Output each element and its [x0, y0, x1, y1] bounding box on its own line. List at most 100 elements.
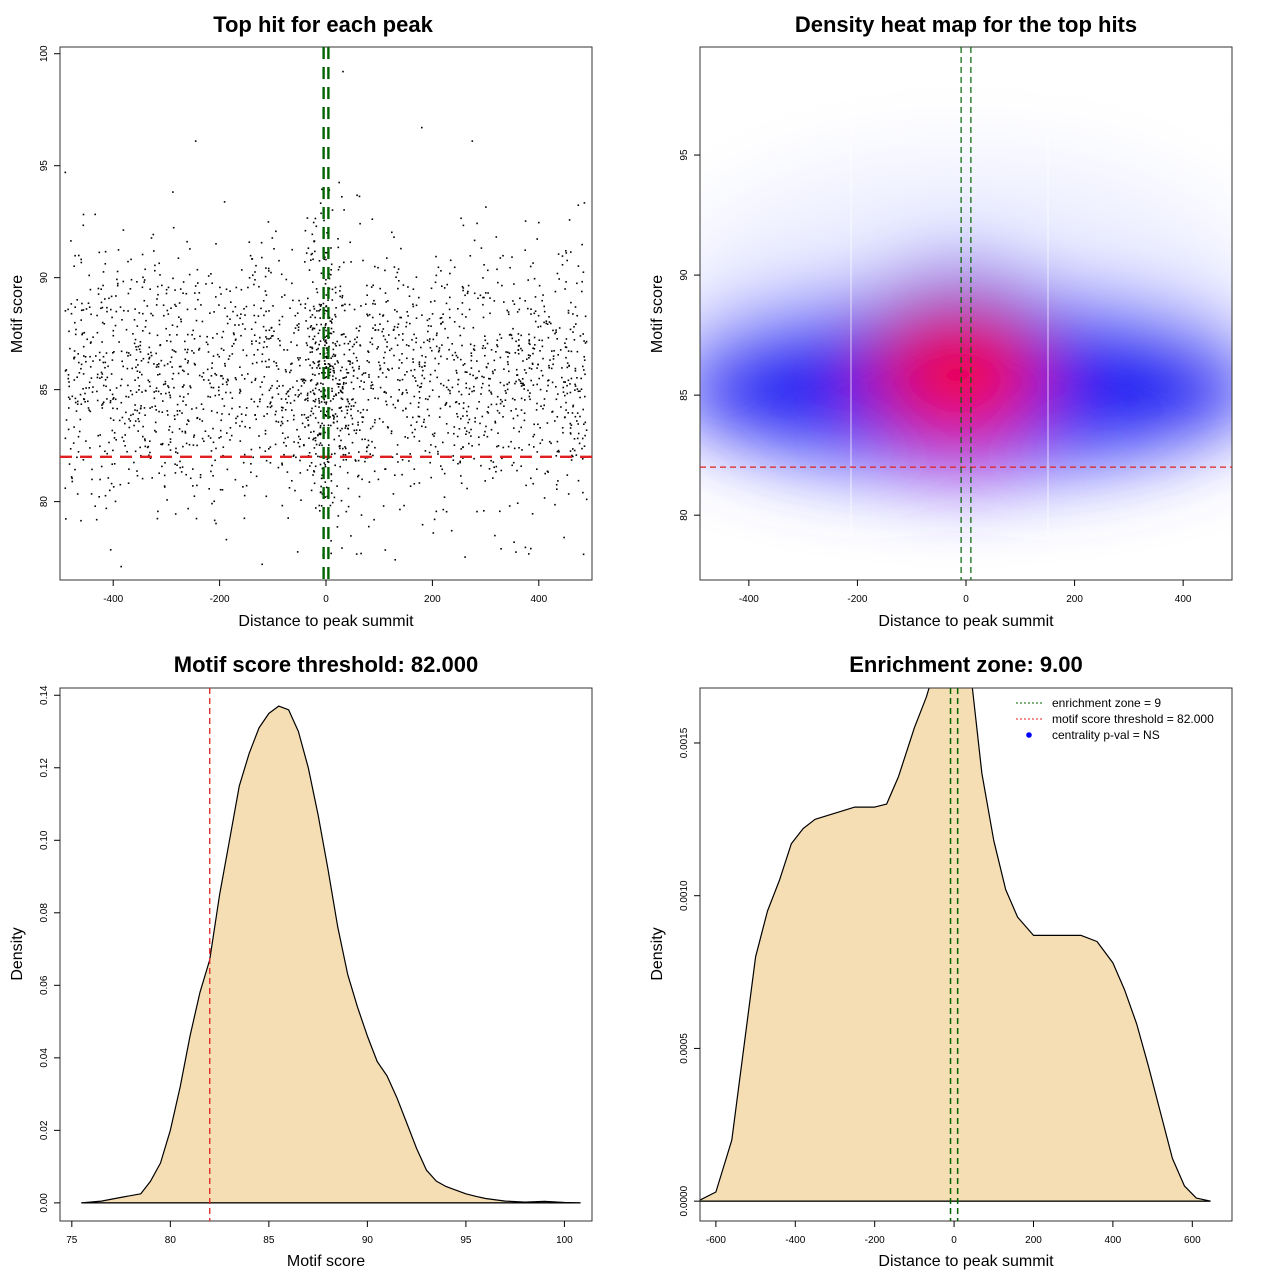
scatter-point	[312, 412, 315, 415]
scatter-point	[243, 453, 246, 456]
scatter-point	[339, 383, 341, 385]
heatmap-x-axis: -400 -200 0 200 400	[739, 580, 1192, 605]
scatter-point	[536, 367, 538, 369]
scatter-point	[583, 359, 586, 361]
scatter-point	[77, 451, 80, 453]
scatter-point	[101, 407, 104, 409]
scatter-point	[186, 351, 188, 354]
scatter-point	[71, 395, 74, 398]
scatter-point	[484, 335, 486, 337]
scatter-point	[155, 352, 157, 355]
scatter-point	[89, 342, 92, 344]
scatter-point	[347, 400, 349, 403]
scatter-point	[385, 392, 387, 394]
scatter-point	[374, 324, 376, 326]
scatter-point	[100, 307, 102, 310]
scatter-point	[506, 388, 509, 391]
scatter-point	[537, 423, 539, 426]
scatter-point	[485, 292, 487, 294]
scatter-point	[73, 379, 76, 381]
scatter-point	[321, 474, 323, 477]
scatter-point	[309, 346, 312, 348]
scatter-point	[429, 380, 431, 383]
scatter-point	[450, 529, 453, 532]
scatter-point	[523, 412, 526, 414]
scatter-point	[440, 270, 442, 272]
scatter-point	[247, 286, 249, 289]
scatter-point	[474, 420, 476, 423]
scatter-point	[165, 392, 167, 395]
scatter-point	[117, 282, 119, 285]
x-tick-label: -400	[103, 594, 123, 605]
scatter-point	[336, 340, 338, 343]
scatter-point	[258, 285, 260, 288]
scatter-point	[535, 409, 538, 411]
scatter-point	[561, 367, 563, 369]
scatter-point	[584, 315, 587, 318]
scatter-point	[69, 398, 71, 400]
scatter-point	[198, 292, 201, 294]
scatter-point	[420, 346, 422, 349]
scatter-point	[327, 461, 330, 463]
scatter-point	[68, 330, 70, 333]
scatter-point	[301, 422, 304, 425]
scatter-point	[334, 343, 337, 345]
scatter-point	[331, 408, 333, 411]
scatter-point	[157, 510, 159, 513]
scatter-point	[382, 315, 384, 317]
heatmap-reference-lines	[700, 47, 1232, 580]
scatter-point	[100, 301, 103, 304]
scatter-point	[329, 365, 331, 367]
heatmap-density-field	[700, 47, 1232, 580]
scatter-point	[125, 395, 127, 398]
scatter-point	[583, 356, 585, 358]
scatter-point	[396, 310, 398, 313]
scatter-point	[379, 323, 381, 325]
scatter-point	[582, 491, 584, 494]
scatter-point	[250, 448, 253, 451]
scatter-point	[378, 361, 380, 364]
scatter-point	[355, 460, 357, 462]
scatter-point	[150, 351, 152, 354]
scatter-point	[268, 366, 270, 368]
scatter-point	[69, 347, 71, 350]
scatter-point	[345, 368, 348, 371]
scatter-point	[269, 402, 271, 405]
scatter-point	[209, 396, 212, 398]
scatter-point	[399, 316, 401, 319]
scatter-point	[536, 238, 538, 240]
scatter-point	[325, 486, 328, 489]
scatter-point	[447, 379, 450, 382]
scatter-point	[218, 386, 220, 388]
scatter-point	[528, 339, 531, 341]
scatter-point	[127, 482, 130, 484]
scatter-point	[341, 196, 343, 198]
scatter-point	[585, 429, 588, 431]
scatter-point	[310, 431, 312, 433]
scatter-point	[406, 371, 408, 373]
scatter-point	[249, 427, 251, 429]
scatter-point	[569, 391, 572, 394]
scatter-point	[400, 247, 402, 250]
scatter-point	[373, 299, 375, 302]
scatter-point	[413, 435, 416, 438]
scatter-point	[113, 351, 115, 353]
scatter-point	[478, 443, 480, 446]
scatter-point	[320, 410, 322, 412]
scatter-point	[343, 381, 345, 384]
scatter-point	[312, 474, 314, 476]
scatter-point	[449, 259, 452, 262]
scatter-point	[286, 391, 289, 393]
scatter-point	[307, 419, 309, 421]
scatter-point	[177, 257, 180, 259]
scatter-point	[528, 367, 531, 369]
scatter-point	[490, 393, 493, 395]
scatter-point	[309, 391, 312, 393]
scatter-point	[436, 332, 438, 335]
scatter-point	[370, 387, 372, 389]
scatter-point	[90, 313, 92, 316]
scatter-point	[181, 412, 183, 414]
scatter-point	[424, 450, 427, 452]
scatter-point	[263, 415, 265, 417]
scatter-point	[222, 349, 225, 351]
